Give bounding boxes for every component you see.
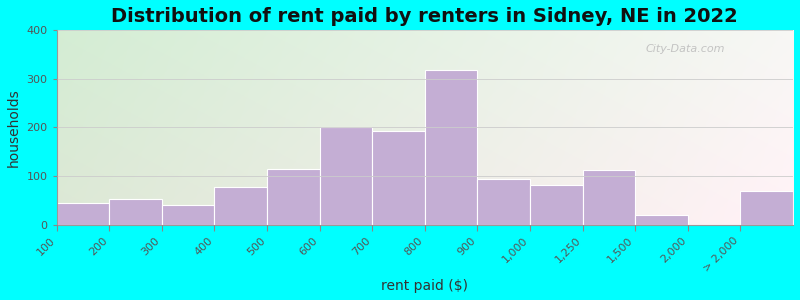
Bar [635,215,688,225]
Bar [57,203,110,225]
Bar [110,200,162,225]
X-axis label: rent paid ($): rent paid ($) [382,279,468,293]
Bar [530,185,582,225]
Bar [741,190,793,225]
Y-axis label: households: households [7,88,21,167]
Bar [425,70,478,225]
Bar [267,169,320,225]
Bar [162,205,214,225]
Bar [214,187,267,225]
Title: Distribution of rent paid by renters in Sidney, NE in 2022: Distribution of rent paid by renters in … [111,7,738,26]
Bar [320,128,372,225]
Text: City-Data.com: City-Data.com [646,44,726,54]
Bar [478,179,530,225]
Bar [372,131,425,225]
Bar [582,170,635,225]
